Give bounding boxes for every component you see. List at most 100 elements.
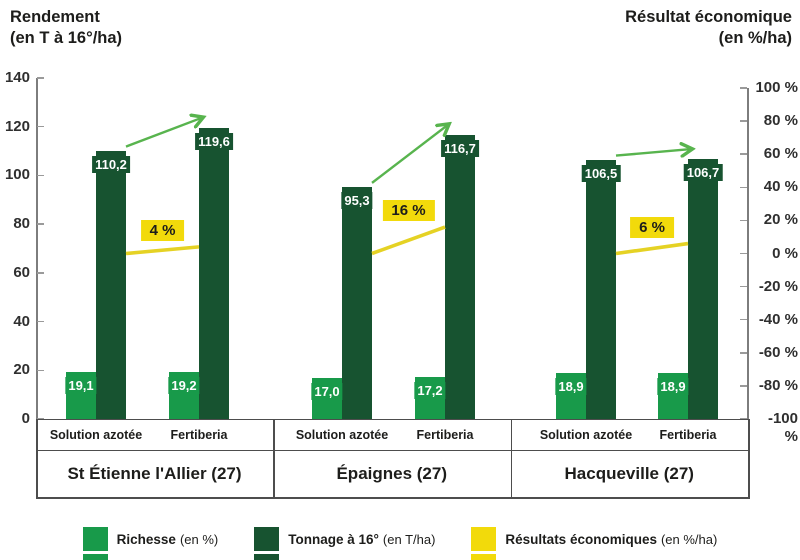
- bar-value-label: 110,2: [92, 155, 130, 173]
- trend-arrow-icon: [615, 149, 691, 155]
- right-axis-tick-label: -80 %: [758, 376, 798, 394]
- eco-result-line: [615, 241, 689, 256]
- left-axis-tick: [37, 174, 44, 177]
- bar-value-label: 17,2: [414, 382, 446, 400]
- right-axis-title-line2: (en %/ha): [718, 29, 792, 47]
- right-axis-line: [747, 88, 749, 419]
- right-axis-tick: [740, 87, 747, 89]
- bar-tonnage: [586, 159, 616, 419]
- eco-result-badge: 4 %: [140, 219, 185, 241]
- right-axis-tick: [740, 285, 747, 288]
- legend-item-1: Tonnage à 16° (en T/ha): [254, 527, 436, 560]
- left-axis-tick-label: 100: [4, 166, 30, 184]
- left-axis-tick: [37, 125, 44, 128]
- right-axis-tick-label: 60 %: [763, 145, 798, 163]
- location-label: Épaignes (27): [336, 463, 448, 483]
- left-axis-title-line1: Rendement: [10, 8, 100, 26]
- right-axis-tick: [740, 219, 747, 222]
- bar-tonnage: [199, 127, 229, 419]
- bar-value-label: 18,9: [555, 377, 587, 395]
- right-axis-tick: [740, 318, 747, 321]
- right-axis-tick-label: -40 %: [758, 310, 798, 328]
- right-axis-tick-label: -100 %: [767, 410, 798, 445]
- table-horizontal-border: [36, 449, 748, 451]
- table-vertical-border: [748, 418, 750, 499]
- bar-tonnage: [688, 159, 718, 419]
- bar-value-label: 95,3: [341, 191, 373, 209]
- bar-value-label: 106,7: [683, 164, 723, 182]
- bar-value-label: 17,0: [311, 382, 343, 400]
- left-axis-tick-label: 120: [4, 117, 30, 135]
- legend-label: Tonnage à 16°: [288, 531, 379, 547]
- left-axis-tick-label: 60: [13, 263, 30, 281]
- right-axis-title: Résultat économique (en %/ha): [625, 7, 792, 49]
- left-axis-title: Rendement (en T à 16°/ha): [10, 7, 122, 49]
- left-axis-tick-label: 40: [13, 312, 30, 330]
- left-axis-tick: [37, 369, 44, 372]
- table-horizontal-border: [36, 497, 748, 499]
- legend-item-2: Résultats économiques (en %/ha): [471, 527, 718, 560]
- legend-swatch-cropped: [82, 554, 108, 560]
- right-axis-tick-label: -20 %: [758, 277, 798, 295]
- table-vertical-border: [36, 418, 38, 499]
- bar-value-label: 116,7: [441, 139, 479, 157]
- left-axis-tick: [37, 320, 44, 323]
- bar-value-label: 19,2: [168, 377, 200, 395]
- condition-label: Fertiberia: [416, 428, 474, 442]
- right-axis-tick-label: -60 %: [758, 343, 798, 361]
- bar-tonnage: [342, 186, 372, 419]
- right-axis-tick: [740, 120, 747, 122]
- legend-unit: (en %/ha): [660, 531, 718, 547]
- legend-unit: (en T/ha): [382, 531, 436, 547]
- condition-label: Solution azotée: [49, 428, 143, 442]
- right-axis-tick-label: 80 %: [763, 112, 798, 130]
- bar-tonnage: [96, 150, 126, 419]
- left-axis-tick: [37, 77, 44, 79]
- right-axis-tick: [740, 252, 747, 255]
- eco-result-badge: 6 %: [630, 216, 674, 238]
- left-axis-tick-label: 0: [21, 410, 30, 427]
- left-axis-line: [36, 78, 38, 419]
- trend-arrow-icon: [125, 118, 202, 148]
- trend-arrow-icon: [371, 125, 448, 184]
- right-axis-tick-label: 40 %: [763, 178, 798, 196]
- left-axis-tick-label: 80: [13, 215, 30, 233]
- table-vertical-border: [273, 418, 275, 499]
- right-axis-tick-label: 0 %: [772, 244, 798, 262]
- condition-label: Solution azotée: [295, 428, 389, 442]
- legend-unit: (en %): [179, 531, 219, 547]
- location-label: Hacqueville (27): [564, 463, 694, 483]
- eco-result-line: [371, 225, 446, 256]
- condition-label: Fertiberia: [659, 428, 717, 442]
- left-axis-tick-label: 140: [4, 69, 30, 86]
- left-axis-tick-label: 20: [13, 361, 30, 379]
- right-axis-tick: [740, 352, 747, 354]
- eco-result-badge: 16 %: [382, 200, 435, 222]
- right-axis-tick: [740, 385, 747, 387]
- right-axis-tick: [740, 153, 747, 155]
- table-horizontal-border: [36, 418, 748, 420]
- right-axis-tick-label: 100 %: [755, 79, 798, 96]
- location-label: St Étienne l'Allier (27): [67, 463, 242, 483]
- right-axis-tick: [740, 186, 747, 189]
- bar-value-label: 119,6: [195, 132, 233, 150]
- legend-item-0: Richesse (en %): [82, 527, 219, 560]
- bar-value-label: 106,5: [581, 164, 621, 182]
- bar-value-label: 19,1: [65, 377, 97, 395]
- legend-label: Richesse: [116, 531, 176, 547]
- right-axis-tick-label: 20 %: [763, 211, 798, 229]
- left-axis-title-line2: (en T à 16°/ha): [10, 29, 123, 47]
- legend-swatch-cropped: [471, 554, 497, 560]
- eco-result-line: [125, 245, 200, 256]
- bar-value-label: 18,9: [657, 377, 689, 395]
- legend-swatch: [254, 527, 280, 551]
- condition-label: Solution azotée: [539, 428, 633, 442]
- legend: Richesse (en %) Tonnage à 16° (en T/ha) Résu…: [0, 527, 800, 560]
- legend-label: Résultats économiques: [505, 531, 657, 547]
- legend-swatch: [82, 527, 108, 551]
- legend-swatch-cropped: [254, 554, 280, 560]
- table-vertical-border: [510, 418, 512, 499]
- left-axis-tick: [37, 223, 44, 225]
- right-axis-title-line1: Résultat économique: [625, 8, 792, 26]
